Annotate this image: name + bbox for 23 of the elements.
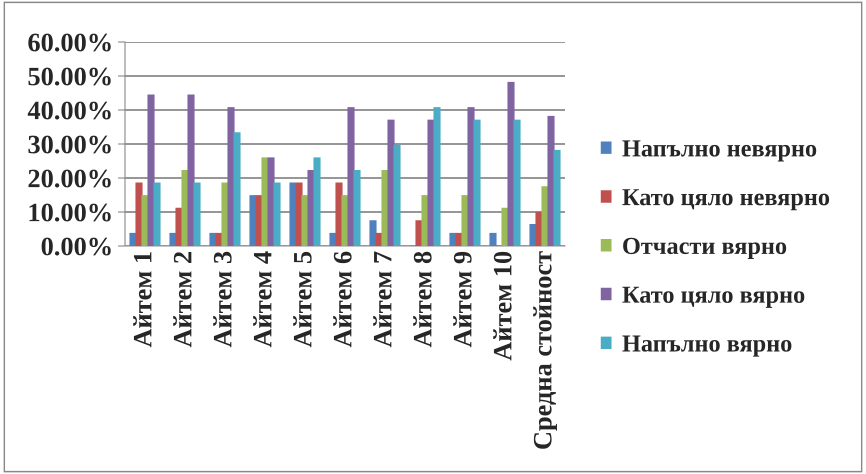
x-tick-label: Айтем 9 — [453, 252, 472, 348]
x-tick-label: Айтем 1 — [133, 252, 152, 348]
x-tick-label: Средна стойност — [533, 251, 557, 449]
legend-label: Напълно невярно — [622, 140, 816, 162]
x-tick-label: Айтем 8 — [413, 252, 432, 348]
y-tick-label: 0.00% — [42, 238, 111, 256]
x-tick-label: Айтем 10 — [493, 252, 512, 361]
legend-label: Като цяло вярно — [622, 286, 804, 308]
legend-label: Като цяло невярно — [622, 189, 830, 210]
x-tick-label: Айтем 3 — [213, 252, 232, 348]
x-tick-label: Айтем 7 — [373, 252, 392, 348]
legend-label: Отчасти вярно — [623, 238, 786, 260]
y-tick-label: 40.00% — [28, 102, 111, 120]
y-tick-label: 30.00% — [28, 136, 111, 154]
y-tick-label: 20.00% — [28, 170, 111, 188]
y-tick-label: 50.00% — [28, 68, 111, 86]
x-tick-label: Айтем 6 — [333, 252, 352, 348]
x-tick-label: Айтем 5 — [293, 252, 312, 348]
y-tick-label: 60.00% — [28, 34, 111, 52]
legend-label: Напълно вярно — [622, 336, 792, 357]
x-tick-label: Айтем 2 — [173, 252, 192, 348]
y-tick-label: 10.00% — [30, 204, 111, 222]
x-tick-label: Айтем 4 — [253, 251, 272, 348]
